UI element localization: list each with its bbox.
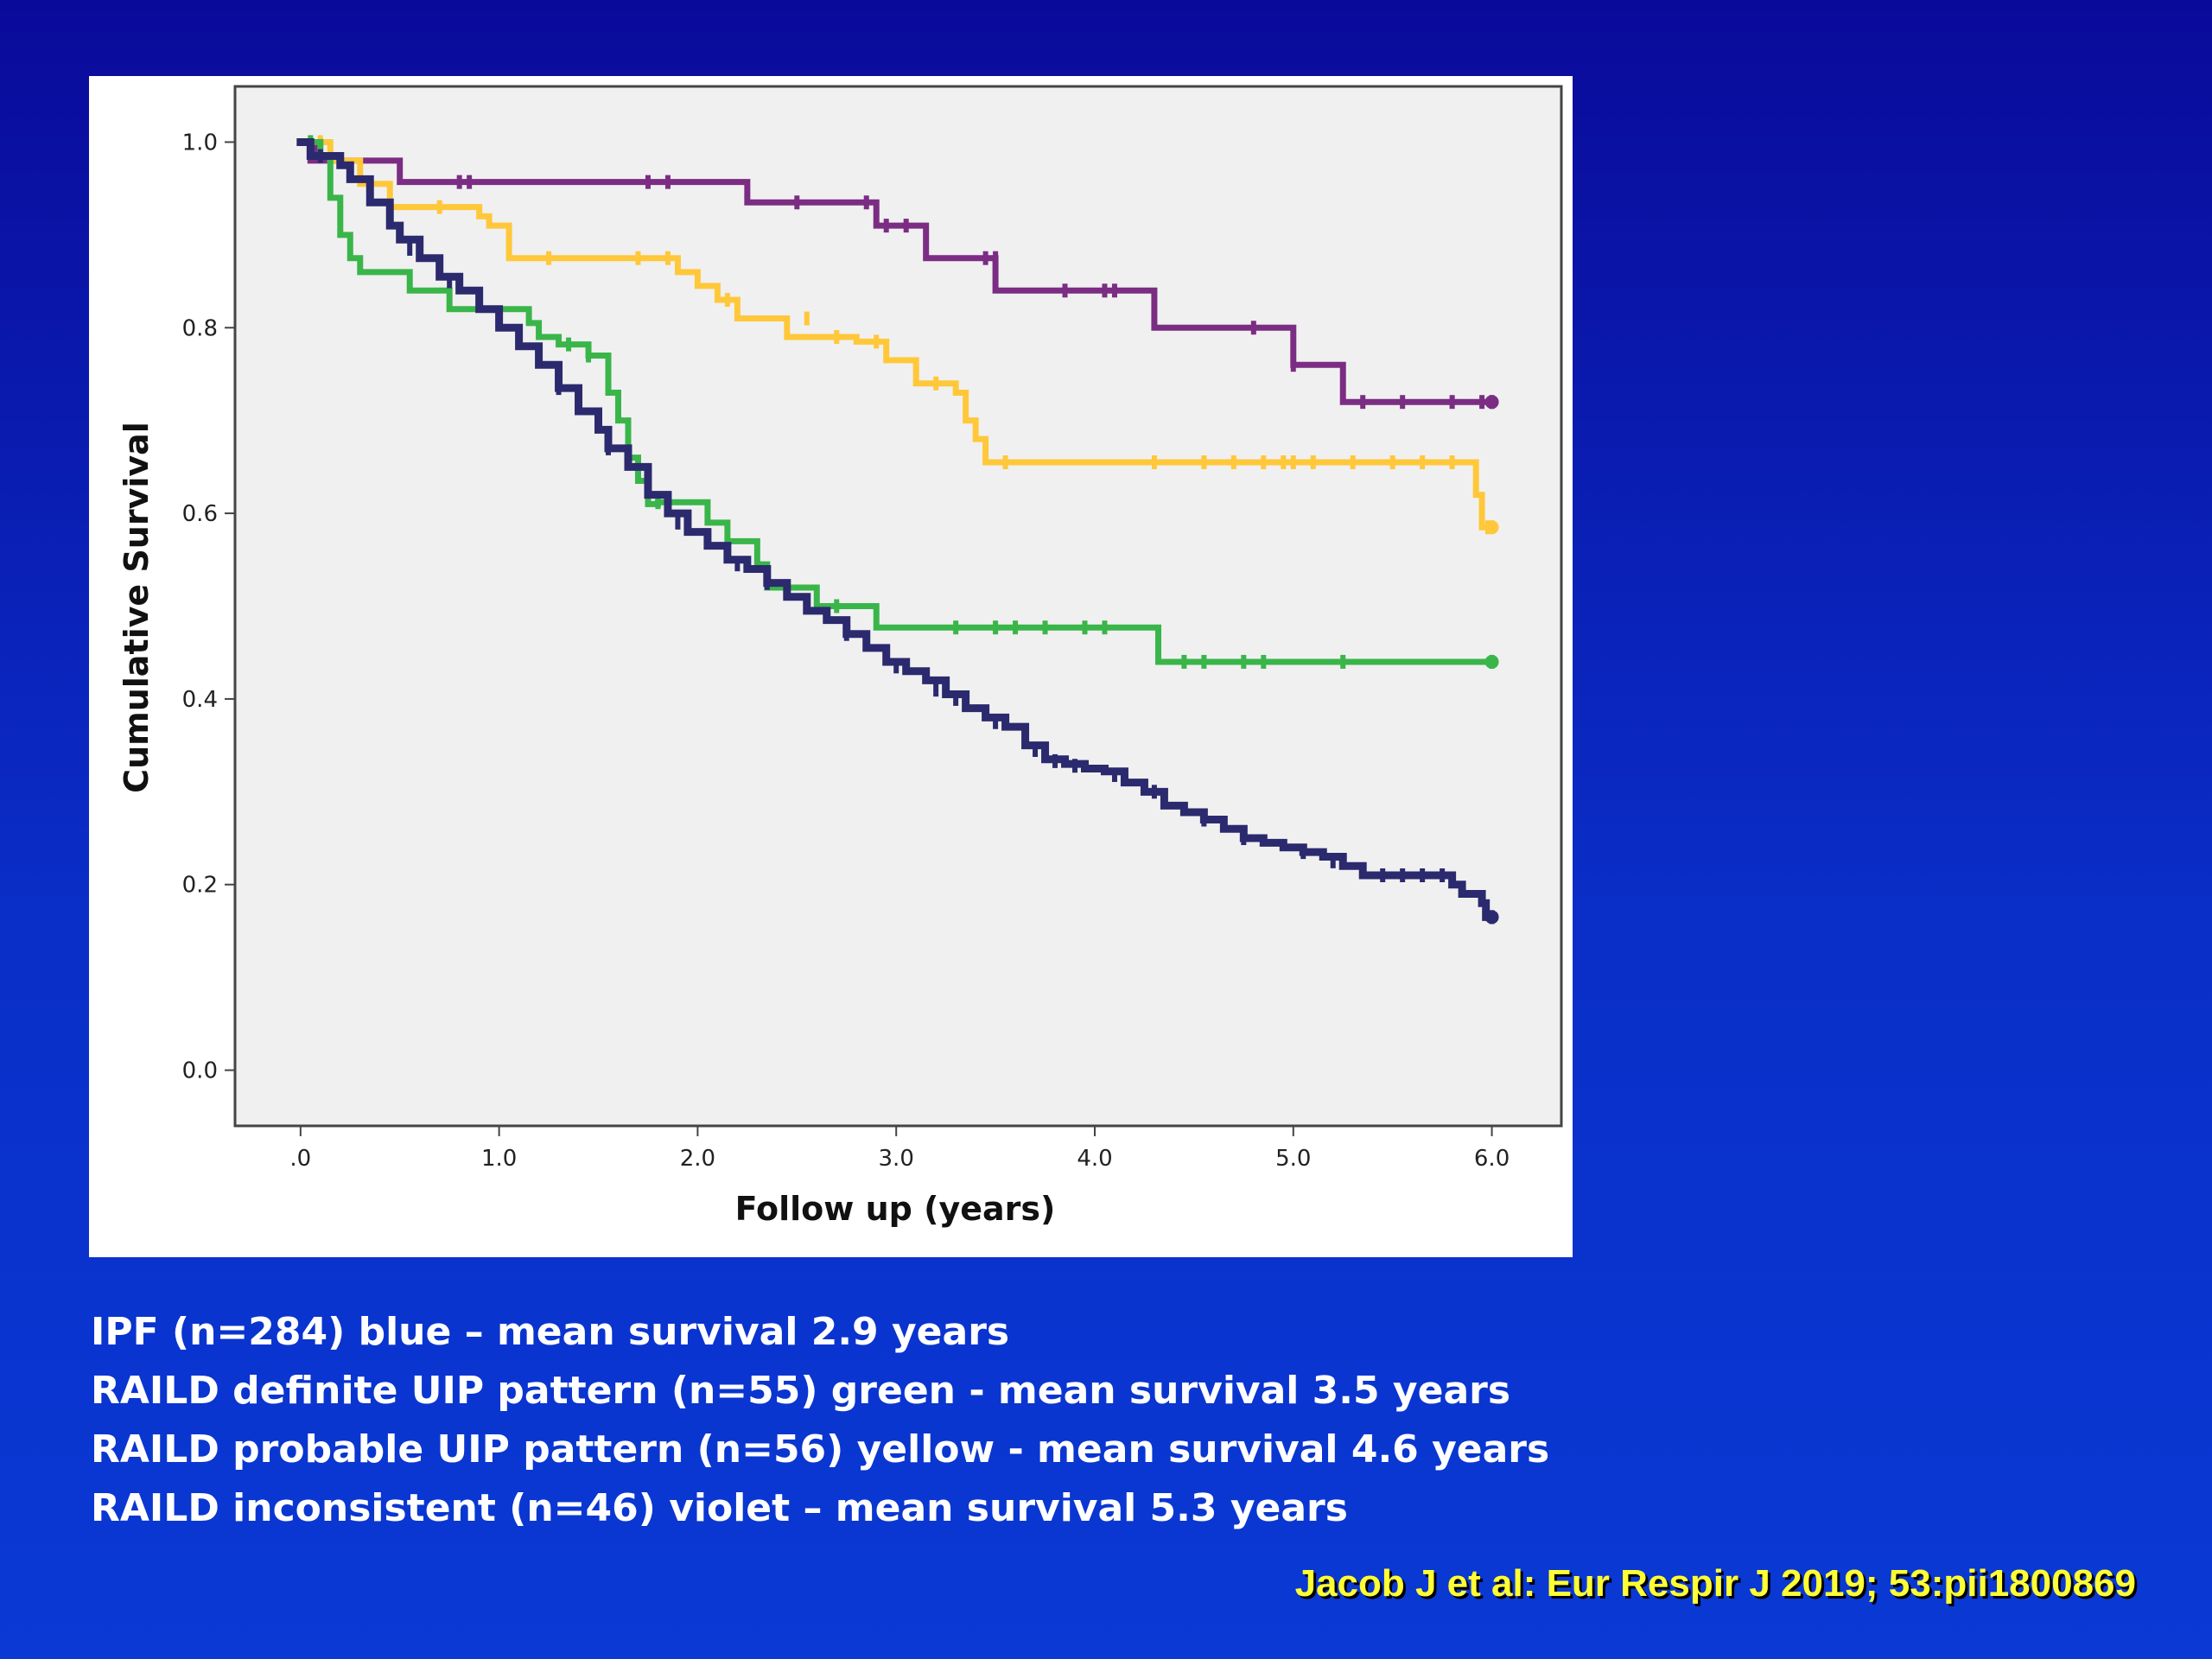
blue-series — [296, 137, 1499, 925]
x-tick-label: 2.0 — [680, 1146, 715, 1172]
citation: Jacob J et al: Eur Respir J 2019; 53:pii… — [1294, 1562, 2136, 1605]
y-axis-title: Cumulative Survival — [118, 422, 156, 793]
end-point — [1484, 910, 1499, 925]
x-axis-title: Follow up (years) — [735, 1190, 1056, 1228]
y-tick-label: 0.8 — [182, 315, 218, 341]
end-point — [1484, 395, 1499, 410]
caption-raild-definite: RAILD definite UIP pattern (n=55) green … — [91, 1369, 1511, 1413]
end-point — [1484, 520, 1499, 535]
survival-step-line — [297, 138, 1496, 531]
caption-raild-inconsistent: RAILD inconsistent (n=46) violet – mean … — [91, 1486, 1348, 1530]
violet-series — [297, 138, 1499, 410]
x-tick-label: 5.0 — [1275, 1146, 1311, 1172]
y-tick-label: 0.6 — [182, 501, 218, 527]
x-tick-label: 4.0 — [1077, 1146, 1112, 1172]
y-tick-label: 0.4 — [182, 687, 218, 713]
survival-step-line — [296, 137, 1497, 921]
series-layer — [296, 135, 1499, 925]
plot-area — [233, 85, 1563, 1128]
chart-panel: 0.0 0.2 0.4 0.6 0.8 1.0 .0 1.0 2.0 3.0 4.0 5.0 6.0 … — [89, 76, 1573, 1257]
caption-raild-probable: RAILD probable UIP pattern (n=56) yellow… — [91, 1427, 1550, 1471]
y-axis-ticks: 0.0 0.2 0.4 0.6 0.8 1.0 — [182, 130, 235, 1084]
x-tick-label: 3.0 — [879, 1146, 914, 1172]
y-tick-label: 0.2 — [182, 873, 218, 899]
x-tick-label: 6.0 — [1474, 1146, 1510, 1172]
y-tick-label: 1.0 — [182, 130, 218, 156]
y-tick-label: 0.0 — [182, 1058, 218, 1084]
caption-ipf: IPF (n=284) blue – mean survival 2.9 yea… — [91, 1310, 1010, 1354]
x-tick-label: .0 — [289, 1146, 311, 1172]
x-axis-ticks: .0 1.0 2.0 3.0 4.0 5.0 6.0 — [289, 1126, 1510, 1172]
x-tick-label: 1.0 — [481, 1146, 517, 1172]
survival-chart: 0.00.20.40.60.81.0 .0 1.0 2.0 3.0 4.0 5.0 6.0 … — [118, 85, 1563, 1228]
caption-block: IPF (n=284) blue – mean survival 2.9 yea… — [91, 1303, 1732, 1538]
end-point — [1484, 654, 1499, 669]
